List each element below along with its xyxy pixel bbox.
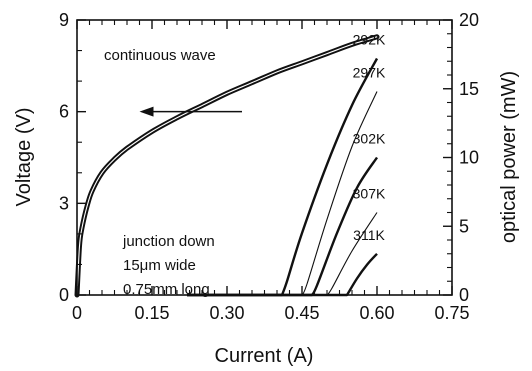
curves-layer [74,34,380,298]
power-curve-label: 292K [353,32,386,48]
y2-tick-label: 15 [459,79,479,99]
x-tick-label: 0.75 [434,303,469,323]
y2-tick-label: 10 [459,148,479,168]
power-curve-311K [187,252,378,297]
x-tick-label: 0.15 [134,303,169,323]
y2-tick-label: 0 [459,285,469,305]
device-annotation-line-3: 0.75mm long [123,281,210,298]
voltage-curve [74,34,380,298]
y2-tick-label: 5 [459,216,469,236]
device-annotation-line-2: 15μm wide [123,257,196,274]
voltage-curve-highlight [76,36,378,296]
y2-tick-label: 20 [459,10,479,30]
x-axis-label: Current (A) [215,345,314,367]
y-tick-label: 0 [59,285,69,305]
y-tick-label: 9 [59,10,69,30]
axis-arrow-head [139,106,154,117]
power-curve-label: 311K [353,227,385,243]
x-tick-label: 0.60 [359,303,394,323]
y-tick-label: 6 [59,102,69,122]
x-tick-label: 0.45 [284,303,319,323]
axes-layer [76,19,453,296]
y-axis-label: Voltage (V) [13,108,35,207]
device-annotation-line-1: junction down [122,233,215,250]
power-curve-297K [187,91,378,296]
x-tick-label: 0.30 [209,303,244,323]
power-curve-292K [187,57,379,297]
power-curve-label: 297K [353,65,386,81]
power-curve-label: 307K [353,186,386,202]
power-curve-label: 302K [353,131,386,147]
text-layer: 0 0.15 0.30 0.45 0.60 0.75036905101520292K297… [59,10,479,323]
y-tick-label: 3 [59,193,69,213]
power-curve-307K [187,212,378,296]
power-curve-302K [187,156,379,297]
y2-axis-label: optical power (mW) [498,71,520,243]
x-tick-label: 0 [72,303,82,323]
mode-annotation: continuous wave [104,47,216,64]
